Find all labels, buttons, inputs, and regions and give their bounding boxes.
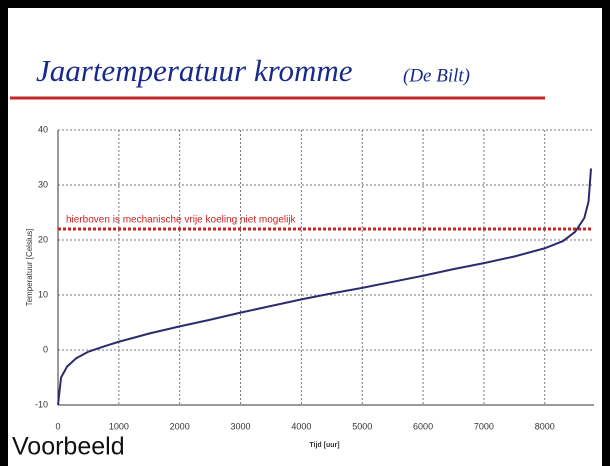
x-tick-label: 3000	[231, 421, 251, 431]
x-tick-label: 1000	[109, 421, 129, 431]
annotation: hierboven is mechanische vrije koeling n…	[66, 215, 297, 226]
x-tick-label: 5000	[352, 421, 372, 431]
data-line	[57, 168, 592, 406]
slide-subtitle: (De Bilt)	[403, 65, 470, 86]
x-tick-label: 0	[55, 421, 60, 431]
y-axis-label: Temperatuur [Celsius]	[25, 229, 34, 307]
x-tick-label: 6000	[413, 421, 433, 431]
y-tick-label: 20	[38, 234, 48, 244]
y-tick-label: 30	[38, 179, 48, 189]
x-axis-label: Tijd [uur]	[309, 442, 339, 449]
x-tick-label: 8000	[535, 421, 555, 431]
x-tick-label: 4000	[291, 421, 311, 431]
y-tick-label: 40	[38, 124, 48, 134]
y-tick-label: -10	[35, 399, 48, 409]
x-tick-label: 2000	[170, 421, 190, 431]
y-tick-label: 0	[43, 344, 48, 354]
x-tick-label: 7000	[474, 421, 494, 431]
slide-title: Jaartemperatuur kromme	[36, 53, 353, 88]
slide-background	[8, 8, 602, 466]
y-tick-label: 10	[38, 289, 48, 299]
footer: Voorbeeld	[12, 433, 125, 461]
